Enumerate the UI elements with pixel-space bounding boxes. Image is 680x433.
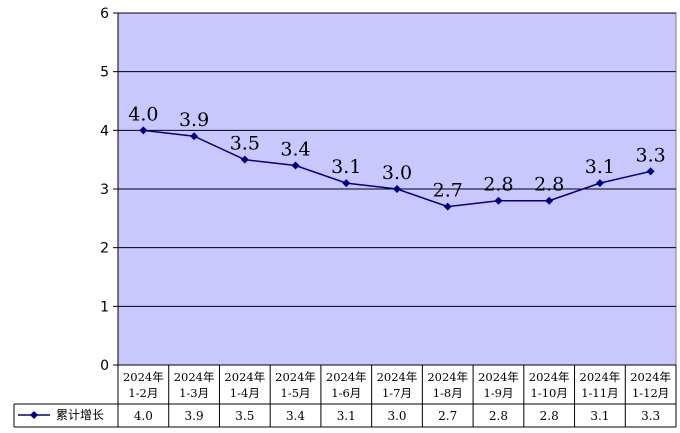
data-label: 3.4 xyxy=(280,139,310,161)
table-value: 2.8 xyxy=(489,409,508,423)
table-value: 3.0 xyxy=(387,409,406,423)
x-category-label: 2024年 xyxy=(630,370,671,384)
data-label: 3.5 xyxy=(230,133,260,155)
data-label: 2.7 xyxy=(433,180,463,202)
x-category-label: 1-12月 xyxy=(632,386,669,400)
data-point-marker xyxy=(240,155,249,164)
data-point-marker xyxy=(646,167,655,176)
table-value: 3.9 xyxy=(185,409,204,423)
table-value: 3.1 xyxy=(337,409,356,423)
table-value: 3.4 xyxy=(286,409,305,423)
data-point-marker xyxy=(393,185,401,193)
y-tick-label: 0 xyxy=(100,358,109,374)
x-category-label: 2024年 xyxy=(580,370,621,384)
x-category-label: 2024年 xyxy=(478,370,519,384)
data-label: 2.8 xyxy=(534,174,564,196)
table-value: 3.3 xyxy=(641,409,660,423)
table-value: 4.0 xyxy=(134,409,153,423)
data-point-marker xyxy=(545,196,554,205)
table-value: 2.7 xyxy=(438,409,457,423)
y-tick-label: 6 xyxy=(100,6,109,22)
data-label: 3.1 xyxy=(331,156,361,178)
data-label: 2.8 xyxy=(483,174,513,196)
x-category-label: 1-10月 xyxy=(531,386,568,400)
x-category-label: 2024年 xyxy=(529,370,570,384)
x-category-label: 2024年 xyxy=(326,370,367,384)
data-label: 4.0 xyxy=(128,103,158,125)
legend-marker xyxy=(30,411,38,419)
x-category-label: 2024年 xyxy=(224,370,265,384)
data-label: 3.1 xyxy=(585,156,615,178)
y-tick-label: 5 xyxy=(100,65,109,81)
x-category-label: 2024年 xyxy=(174,370,215,384)
legend-label: 累计增长 xyxy=(56,408,104,422)
x-category-label: 2024年 xyxy=(275,370,316,384)
y-axis-ticks: 0 1 2 3 4 5 6 xyxy=(100,6,119,374)
legend-key: 累计增长 xyxy=(18,408,104,422)
x-category-label: 1-6月 xyxy=(331,386,361,400)
x-category-label: 1-11月 xyxy=(581,386,618,400)
data-point-marker xyxy=(494,196,503,205)
data-point-marker xyxy=(291,161,300,170)
x-category-label: 1-4月 xyxy=(230,386,260,400)
y-tick-label: 3 xyxy=(100,182,109,198)
y-tick-label: 1 xyxy=(100,299,109,315)
series-line: 4.0 3.9 3.5 3.4 3.1 3.0 2.7 2.8 2.8 3.1 3.3 xyxy=(128,103,666,211)
data-table: 累计增长 2024年 1-2月 2024年 1-3月 2024年 1-4月 2024年 1-5… xyxy=(13,364,677,428)
x-category-label: 1-9月 xyxy=(483,386,513,400)
data-point-marker xyxy=(342,179,351,188)
x-category-label: 1-8月 xyxy=(433,386,463,400)
data-point-marker xyxy=(190,132,199,141)
table-value: 3.1 xyxy=(590,409,609,423)
data-label: 3.3 xyxy=(636,144,666,166)
x-category-label: 2024年 xyxy=(377,370,418,384)
x-category-label: 1-3月 xyxy=(179,386,209,400)
table-value: 2.8 xyxy=(540,409,559,423)
data-point-marker xyxy=(443,202,452,211)
x-category-label: 1-7月 xyxy=(382,386,412,400)
data-point-marker xyxy=(595,179,604,188)
data-label: 3.9 xyxy=(179,109,209,131)
data-label: 3.0 xyxy=(382,162,412,184)
data-point-marker xyxy=(139,126,148,135)
table-value: 3.5 xyxy=(235,409,254,423)
x-category-label: 1-5月 xyxy=(281,386,311,400)
x-category-label: 2024年 xyxy=(427,370,468,384)
x-category-label: 2024年 xyxy=(123,370,164,384)
x-category-label: 1-2月 xyxy=(128,386,158,400)
y-tick-label: 2 xyxy=(100,241,109,257)
y-tick-label: 4 xyxy=(100,123,109,139)
